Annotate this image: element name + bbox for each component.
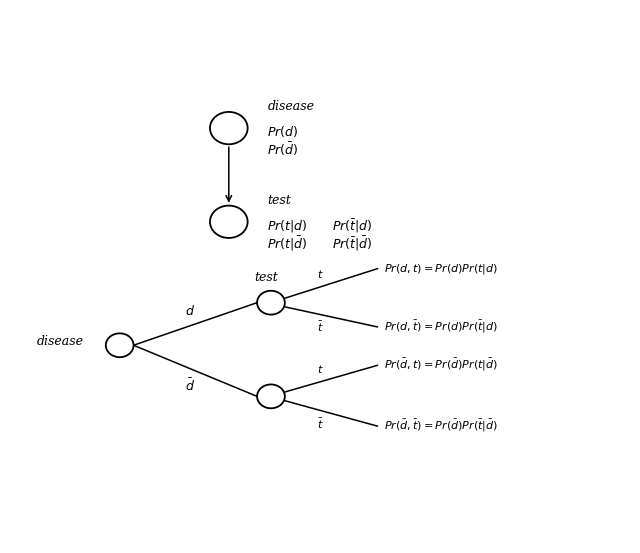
Text: $\bar{t}$: $\bar{t}$: [317, 416, 323, 431]
Text: $\bar{d}$: $\bar{d}$: [186, 377, 195, 394]
Text: disease: disease: [36, 335, 83, 347]
Circle shape: [210, 206, 248, 238]
Circle shape: [257, 384, 285, 408]
Text: $Pr(d,t) = Pr(d)Pr(t|d)$: $Pr(d,t) = Pr(d)Pr(t|d)$: [383, 262, 497, 275]
Circle shape: [257, 291, 285, 315]
Text: $Pr(\bar{t}|\bar{d})$: $Pr(\bar{t}|\bar{d})$: [332, 234, 372, 253]
Text: $t$: $t$: [317, 363, 323, 375]
Text: $Pr(d,\bar{t}) = Pr(d)Pr(\bar{t}|d)$: $Pr(d,\bar{t}) = Pr(d)Pr(\bar{t}|d)$: [383, 319, 497, 335]
Text: $Pr(t|d)$: $Pr(t|d)$: [268, 217, 308, 233]
Circle shape: [106, 333, 134, 357]
Text: $Pr(t|\bar{d})$: $Pr(t|\bar{d})$: [268, 234, 308, 253]
Text: $d$: $d$: [186, 304, 195, 317]
Text: $Pr(\bar{d})$: $Pr(\bar{d})$: [268, 141, 299, 158]
Text: test: test: [254, 272, 278, 284]
Text: $\bar{t}$: $\bar{t}$: [317, 320, 323, 334]
Text: disease: disease: [268, 100, 314, 113]
Circle shape: [210, 112, 248, 144]
Text: $Pr(\bar{d},t) = Pr(\bar{d})Pr(t|\bar{d})$: $Pr(\bar{d},t) = Pr(\bar{d})Pr(t|\bar{d}…: [383, 357, 497, 373]
Text: $t$: $t$: [317, 268, 323, 280]
Text: $Pr(d)$: $Pr(d)$: [268, 124, 299, 139]
Text: $Pr(\bar{d},\bar{t}) = Pr(\bar{d})Pr(\bar{t}|\bar{d})$: $Pr(\bar{d},\bar{t}) = Pr(\bar{d})Pr(\ba…: [383, 418, 497, 434]
Text: $Pr(\bar{t}|d)$: $Pr(\bar{t}|d)$: [332, 217, 372, 235]
Text: test: test: [268, 194, 291, 207]
